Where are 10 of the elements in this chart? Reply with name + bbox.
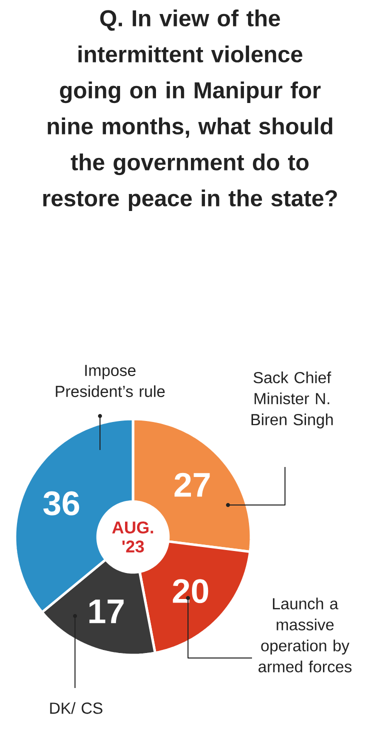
chart-title: Q. In view of the intermittent violence going on in Manipur for nine months, what should the government do to restore peace in the state? <box>43 10 337 211</box>
slice-label: Impose President’s rule <box>56 364 165 398</box>
data-label: 17 <box>89 600 124 624</box>
data-label: 36 <box>43 491 80 516</box>
slice-label: Launch a massive operation by armed forces <box>258 598 352 672</box>
slice-label: Sack Chief Minister N. Biren Singh <box>252 372 333 428</box>
data-label: 20 <box>172 579 208 604</box>
text: AUG. '23 <box>112 521 154 553</box>
data-label: 27 <box>174 472 210 497</box>
slice-label: DK/ CS <box>50 702 102 714</box>
